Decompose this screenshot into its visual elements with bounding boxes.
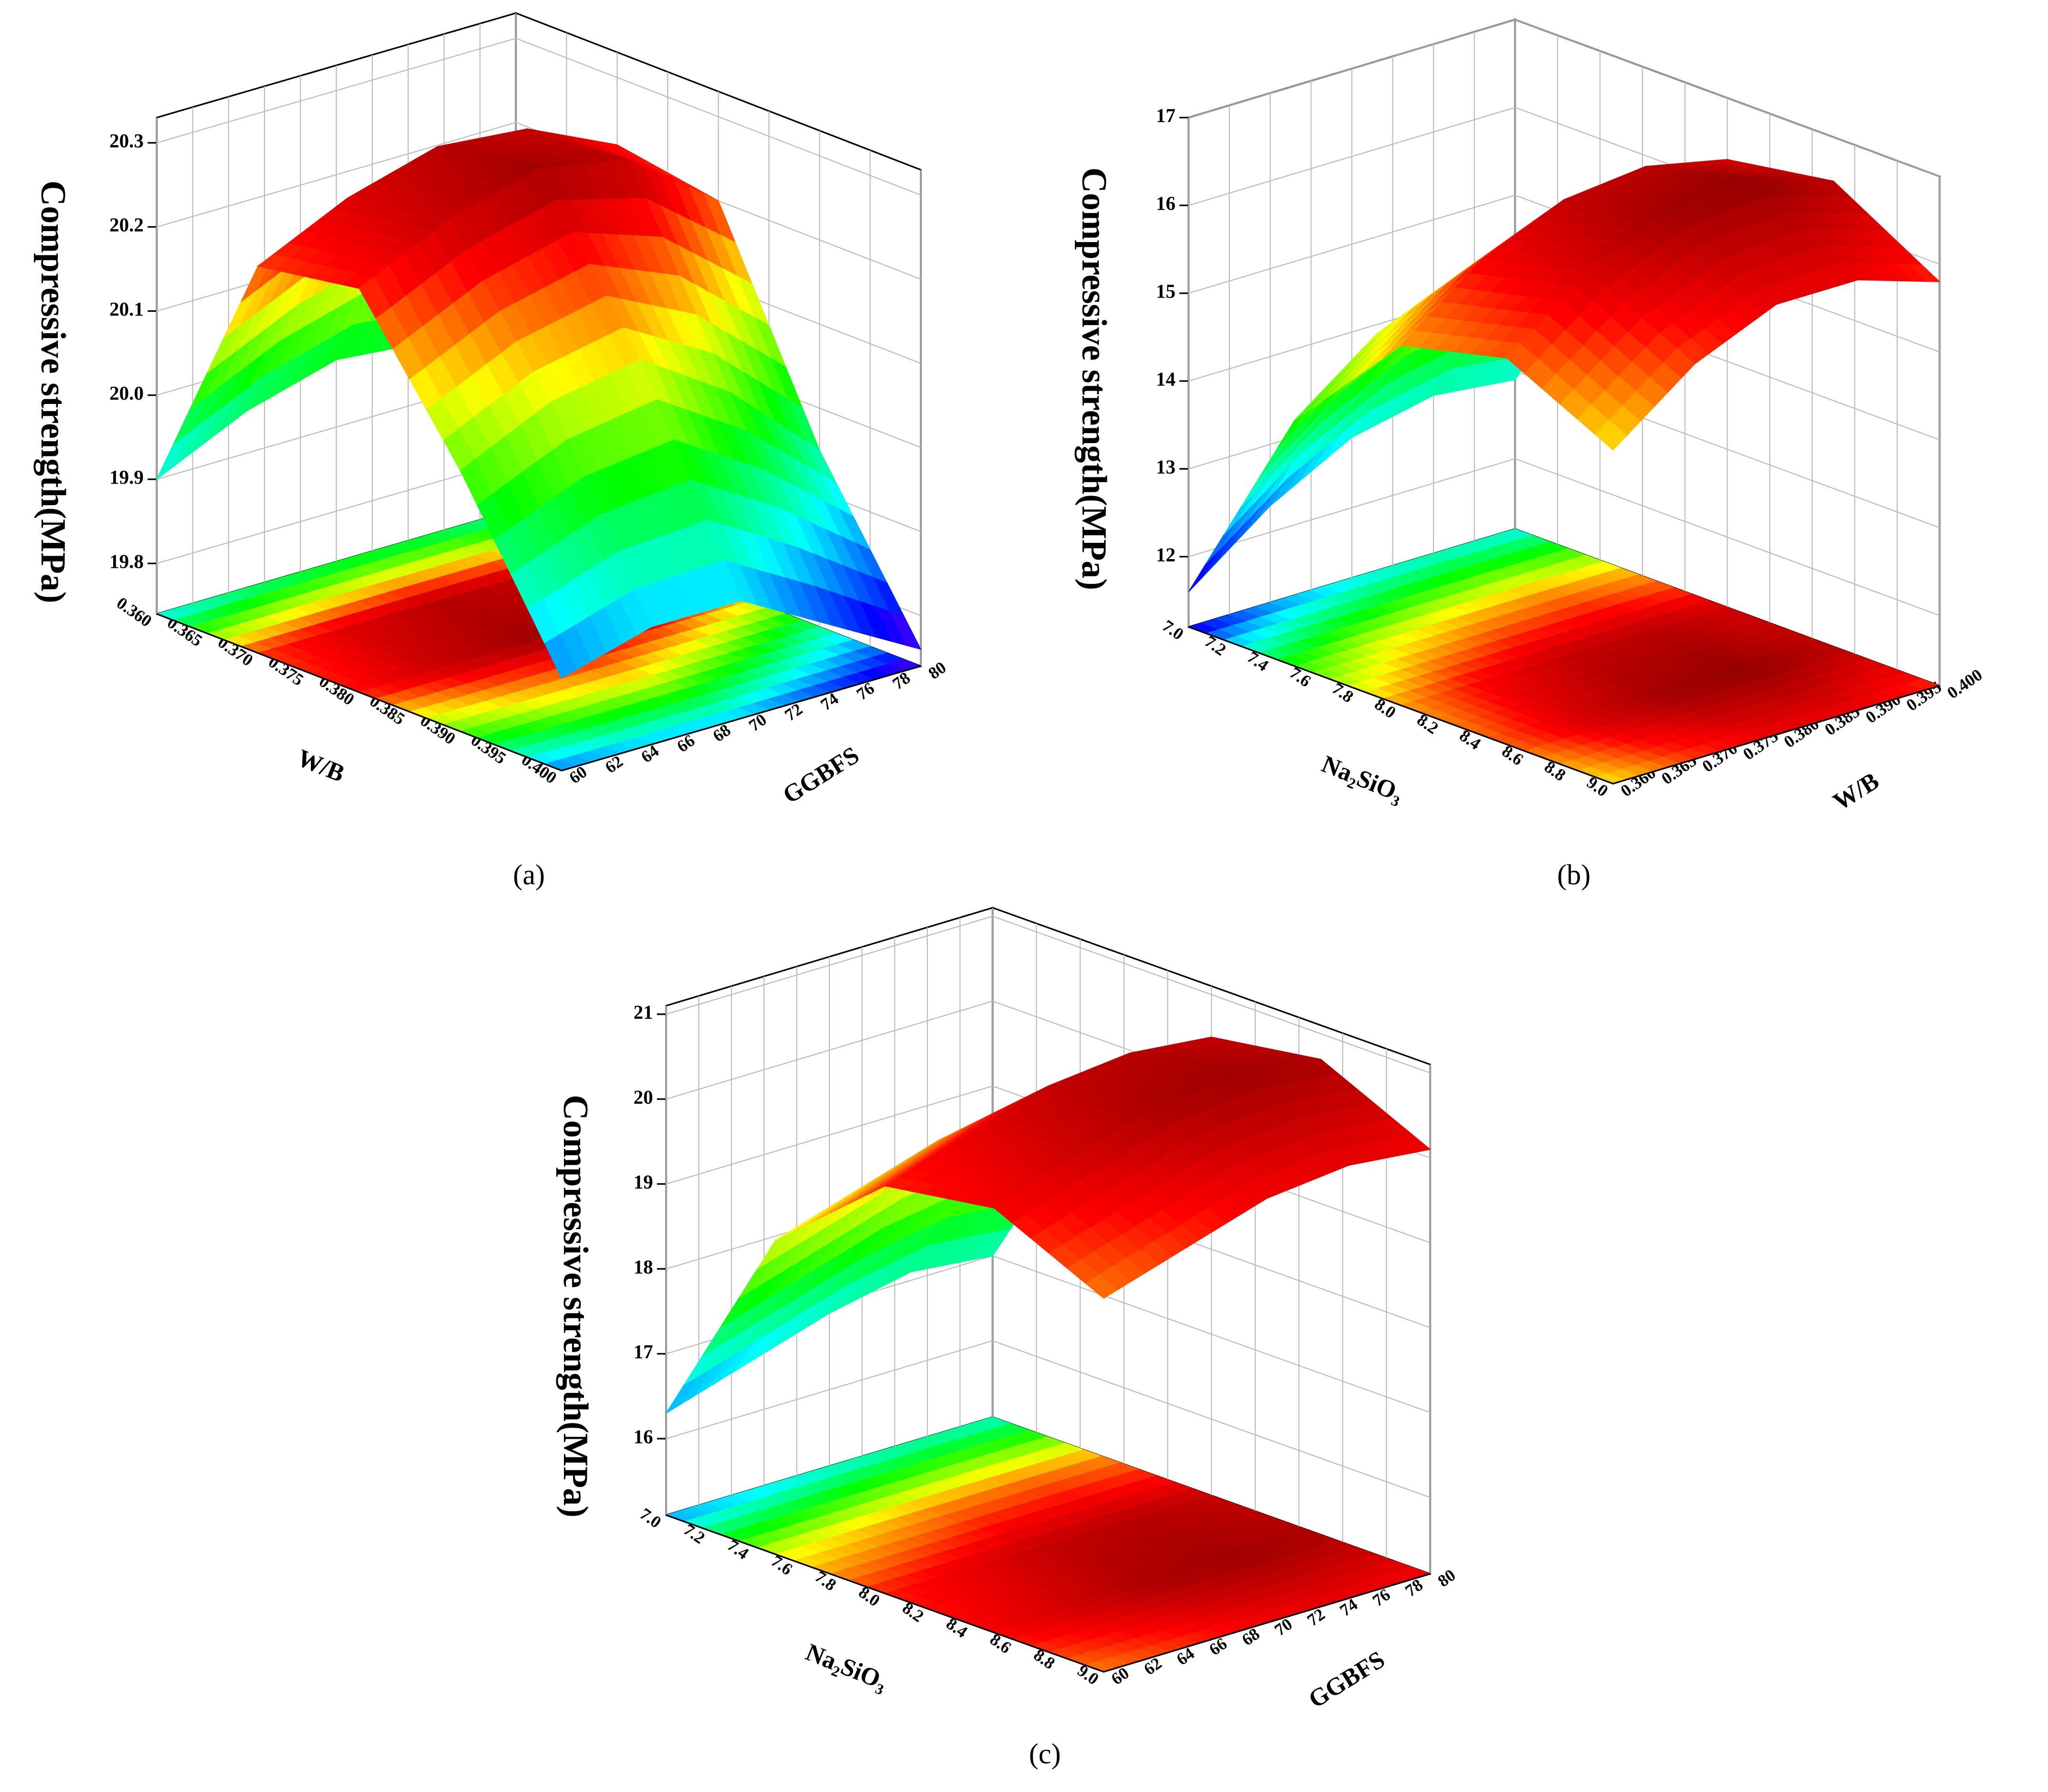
x-axis-title: W/B (293, 744, 348, 788)
x-tick-label: 0.360 (113, 593, 155, 631)
z-tick-label: 13 (1156, 456, 1176, 477)
z-tick-label: 17 (634, 1341, 653, 1363)
y-tick-label: 0.400 (1943, 665, 1985, 703)
z-tick-label: 19.9 (109, 466, 144, 488)
z-tick-label: 19.8 (109, 550, 144, 572)
panel: 1213141516170.3600.3650.3700.3750.3800.3… (1075, 18, 1986, 891)
z-tick-label: 20 (634, 1086, 653, 1108)
z-axis-title: Compressive strength(MPa) (556, 1095, 595, 1517)
z-tick-label: 15 (1156, 280, 1176, 302)
panel-label: (c) (1029, 1738, 1061, 1770)
y-axis-title: GGBFS (1304, 1646, 1390, 1714)
z-tick-label: 17 (1156, 105, 1176, 127)
surface-patch (1084, 1274, 1118, 1299)
x-tick-label: 7.0 (637, 1504, 665, 1532)
z-tick-label: 19 (634, 1171, 653, 1193)
floor-edge (1188, 626, 1940, 785)
x-tick-label: 7.0 (1159, 616, 1187, 644)
panel-label: (a) (513, 859, 545, 891)
z-tick-label: 16 (634, 1425, 653, 1447)
panel-label: (b) (1557, 859, 1591, 891)
floor-edge (666, 1514, 1431, 1673)
z-tick-label: 20.0 (109, 382, 144, 404)
x-axis-title: Na₂SiO₃ (1318, 751, 1407, 808)
z-tick-label: 20.3 (109, 130, 144, 152)
z-axis-title: Compressive strength(MPa) (1075, 168, 1114, 590)
y-tick-label: 80 (925, 657, 950, 683)
panel: 19.819.920.020.120.220.360 62 64 66 68 70 72 74… (34, 12, 950, 891)
x-axis-title: Na₂SiO₃ (802, 1639, 891, 1696)
y-tick-label: 80 (1434, 1565, 1459, 1591)
surface-patch (544, 634, 577, 679)
z-tick-label: 20.1 (109, 298, 144, 320)
z-tick-label: 12 (1156, 543, 1176, 565)
floor-edge (156, 613, 921, 772)
surface-patch (1594, 420, 1627, 451)
z-tick-label: 16 (1156, 192, 1176, 214)
y-axis-title: GGBFS (778, 742, 864, 809)
z-tick-label: 21 (634, 1001, 653, 1023)
z-tick-label: 20.2 (109, 214, 144, 236)
z-axis-title: Compressive strength(MPa) (34, 180, 73, 603)
z-tick-label: 18 (634, 1256, 653, 1278)
z-tick-label: 14 (1156, 368, 1176, 390)
y-axis-title: W/B (1828, 767, 1884, 816)
